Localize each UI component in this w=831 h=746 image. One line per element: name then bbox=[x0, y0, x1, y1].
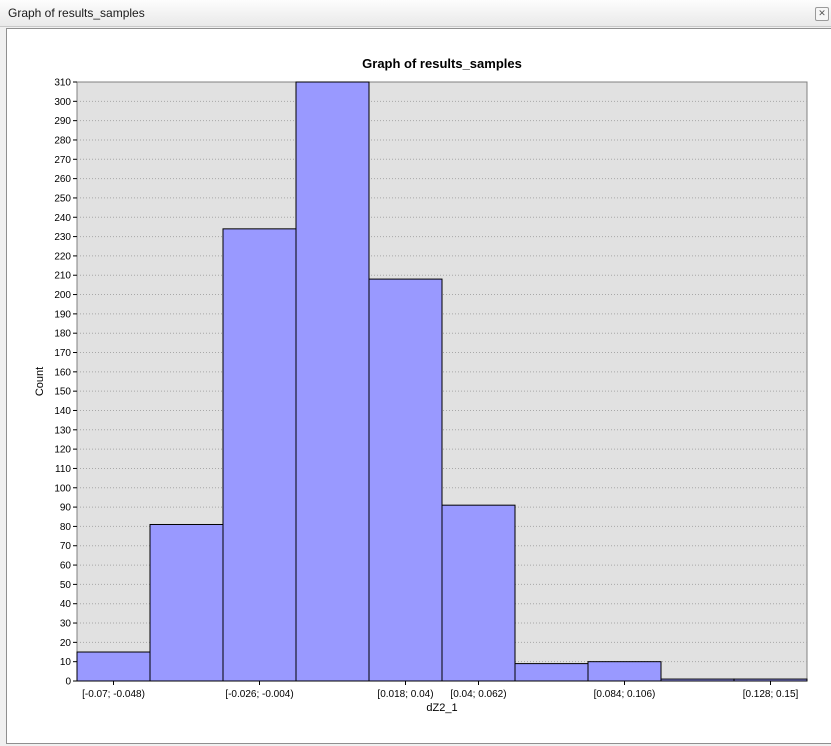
y-tick-label: 280 bbox=[54, 135, 71, 146]
close-icon[interactable]: ✕ bbox=[815, 7, 829, 21]
window-titlebar: Graph of results_samples ✕ bbox=[0, 0, 831, 27]
y-tick-label: 270 bbox=[54, 155, 71, 166]
histogram-bar bbox=[295, 81, 370, 682]
histogram-chart: 0 10 20 30 40 50 60 70 80 90 100 110 120 130 140 150 160… bbox=[34, 56, 808, 714]
y-tick-label: 40 bbox=[60, 599, 72, 610]
x-tick-label: [0.04; 0.062) bbox=[450, 689, 506, 700]
y-tick-label: 20 bbox=[60, 638, 72, 649]
y-tick-label: 290 bbox=[54, 116, 71, 127]
y-tick-label: 150 bbox=[54, 387, 71, 398]
y-tick-label: 0 bbox=[65, 677, 71, 688]
y-tick-label: 250 bbox=[54, 193, 71, 204]
x-tick-label: [-0.07; -0.048) bbox=[82, 689, 145, 700]
histogram-bar bbox=[733, 678, 808, 682]
y-tick-label: 60 bbox=[60, 561, 72, 572]
histogram-bar bbox=[587, 661, 662, 682]
y-tick-label: 300 bbox=[54, 97, 71, 108]
x-axis-label: dZ2_1 bbox=[426, 702, 457, 714]
y-tick-label: 180 bbox=[54, 329, 71, 340]
y-tick-label: 110 bbox=[55, 464, 71, 475]
histogram-bar bbox=[660, 678, 735, 682]
x-tick-label: [0.084; 0.106) bbox=[594, 689, 656, 700]
x-tick-label: [0.018; 0.04) bbox=[377, 689, 433, 700]
y-tick-label: 30 bbox=[60, 619, 72, 630]
histogram-bar bbox=[441, 504, 516, 682]
y-tick-label: 260 bbox=[54, 174, 71, 185]
y-tick-label: 120 bbox=[54, 445, 71, 456]
x-tick-label: [-0.026; -0.004) bbox=[225, 689, 293, 700]
y-tick-label: 310 bbox=[54, 78, 71, 89]
y-tick-label: 70 bbox=[60, 541, 72, 552]
y-tick-label: 200 bbox=[54, 290, 71, 301]
y-tick-label: 80 bbox=[60, 522, 72, 533]
y-tick-label: 50 bbox=[60, 580, 72, 591]
y-tick-label: 220 bbox=[54, 251, 71, 262]
y-tick-label: 140 bbox=[54, 406, 71, 417]
window-title: Graph of results_samples bbox=[8, 6, 145, 20]
histogram-bar bbox=[368, 278, 443, 682]
y-tick-label: 210 bbox=[54, 271, 71, 282]
y-tick-label: 100 bbox=[54, 483, 71, 494]
y-tick-label: 240 bbox=[54, 213, 71, 224]
y-tick-label: 230 bbox=[54, 232, 71, 243]
x-tick-label: [0.128; 0.15] bbox=[743, 689, 799, 700]
y-tick-label: 90 bbox=[60, 503, 72, 514]
chart-frame: 0 10 20 30 40 50 60 70 80 90 100 110 120 130 140 150 160… bbox=[6, 28, 831, 744]
chart-title: Graph of results_samples bbox=[362, 56, 522, 71]
histogram-bar bbox=[514, 663, 589, 682]
y-tick-label: 10 bbox=[60, 657, 72, 668]
y-axis-label: Count bbox=[34, 367, 46, 396]
histogram-bar bbox=[149, 523, 224, 682]
y-tick-label: 130 bbox=[54, 425, 71, 436]
y-tick-label: 170 bbox=[54, 348, 71, 359]
y-tick-label: 190 bbox=[54, 309, 71, 320]
histogram-bar bbox=[76, 651, 151, 682]
histogram-bar bbox=[222, 228, 297, 682]
y-tick-label: 160 bbox=[54, 367, 71, 378]
